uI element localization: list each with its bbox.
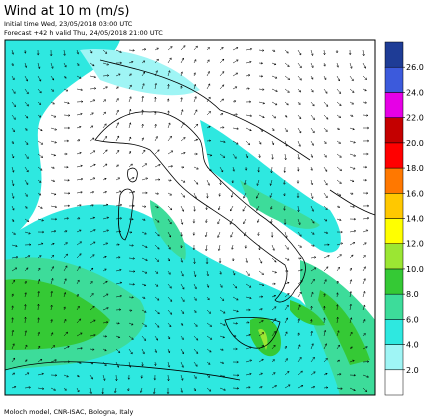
colorbar-bin — [384, 92, 404, 118]
colorbar: 2.0 4.0 6.0 8.0 10.0 12.0 14.0 16.0 18.0 20.0 22.0… — [384, 41, 424, 396]
forecast-time: Forecast +42 h valid Thu, 24/05/2018 21:… — [4, 29, 163, 37]
colorbar-label: 10.0 — [406, 265, 424, 274]
colorbar-label: 2.0 — [406, 366, 419, 375]
colorbar-bin — [384, 218, 404, 244]
colorbar-bin — [384, 41, 404, 68]
colorbar-label: 20.0 — [406, 139, 424, 148]
map-frame — [4, 39, 376, 396]
colorbar-label: 6.0 — [406, 315, 419, 324]
colorbar-bin — [384, 344, 404, 371]
arrow-field — [11, 45, 370, 395]
colorbar-label: 12.0 — [406, 240, 424, 249]
colorbar-bin — [384, 142, 404, 169]
colorbar-bin — [384, 369, 404, 396]
wind-field — [5, 40, 375, 395]
colorbar-bin — [384, 117, 404, 144]
footer: Moloch model, CNR-ISAC, Bologna, Italy — [4, 408, 133, 416]
colorbar-label: 22.0 — [406, 114, 424, 123]
colorbar-bin — [384, 293, 404, 320]
colorbar-bin — [384, 243, 404, 270]
colorbar-label: 24.0 — [406, 88, 424, 97]
colorbar-bin — [384, 193, 404, 219]
title: Wind at 10 m (m/s) — [4, 4, 129, 19]
colorbar-label: 4.0 — [406, 341, 419, 350]
colorbar-bin — [384, 167, 404, 194]
initial-time: Initial time Wed, 23/05/2018 03:00 UTC — [4, 20, 133, 28]
map — [4, 39, 376, 396]
colorbar-bin — [384, 268, 404, 295]
colorbar-bin — [384, 319, 404, 345]
colorbar-label: 8.0 — [406, 290, 419, 299]
colorbar-label: 16.0 — [406, 189, 424, 198]
colorbar-label: 26.0 — [406, 63, 424, 72]
colorbar-label: 18.0 — [406, 164, 424, 173]
wind-arrows — [11, 45, 370, 395]
colorbar-bin — [384, 66, 404, 93]
coastlines — [4, 59, 376, 381]
colorbar-label: 14.0 — [406, 215, 424, 224]
